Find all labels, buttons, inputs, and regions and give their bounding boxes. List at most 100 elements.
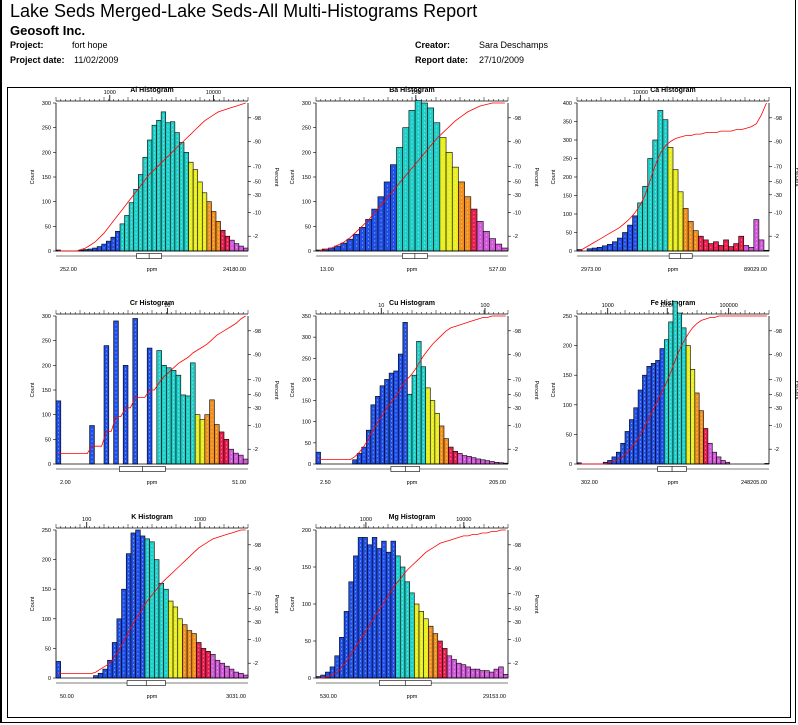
y-tick-label: 50	[566, 432, 572, 438]
cumulative-percent-line	[579, 315, 767, 465]
chart-title: K Histogram	[131, 514, 173, 521]
histogram-bar	[115, 230, 121, 252]
histogram-bar	[97, 672, 104, 679]
histogram-cu: Cu Histogram 10 100 0 50 100 150 200 250 300 350 Co…	[290, 300, 539, 486]
top-tick-label: 100	[82, 517, 91, 523]
cumulative-percent-line	[318, 315, 506, 461]
histogram-bar	[703, 239, 709, 252]
histogram-bar	[177, 618, 183, 679]
y-tick-label: 200	[563, 344, 572, 350]
cumulative-percent-line	[579, 102, 767, 252]
y-tick-label: 0	[308, 676, 311, 682]
histogram-bar	[423, 618, 429, 679]
percent-tick-label: -2	[513, 447, 518, 453]
x-min-label: 252.00	[60, 267, 77, 273]
histogram-bar	[346, 238, 354, 252]
histogram-bar	[385, 551, 392, 679]
chart-title: Cr Histogram	[130, 300, 174, 307]
cumulative-percent-line	[58, 529, 246, 674]
percent-axis-label: Percent	[794, 381, 798, 400]
histogram-bar	[243, 247, 249, 252]
charts-frame	[7, 87, 791, 718]
histogram-bar	[743, 245, 750, 252]
percent-tick-label: -70	[253, 165, 261, 171]
report-title: Lake Seds Merged-Lake Seds-All Multi-His…	[10, 1, 478, 21]
y-tick-label: 200	[42, 150, 51, 156]
y-tick-label: 150	[42, 388, 51, 394]
y-tick-label: 0	[48, 249, 51, 255]
y-tick-label: 400	[563, 101, 572, 107]
percent-tick-label: -98	[253, 329, 261, 335]
percent-axis-label: Percent	[273, 381, 279, 400]
histogram-bar	[343, 611, 350, 679]
y-tick-label: 200	[302, 528, 311, 534]
percent-tick-label: -90	[253, 566, 261, 572]
percent-tick-label: -98	[513, 116, 521, 122]
histogram-bar	[383, 181, 391, 252]
x-min-label: 530.00	[320, 694, 337, 700]
x-min-label: 13.00	[320, 267, 334, 273]
percent-tick-label: -70	[513, 592, 521, 598]
y-axis-label: Count	[30, 169, 36, 184]
y-tick-label: 300	[42, 314, 51, 320]
histogram-bar	[647, 158, 654, 252]
histogram-bar	[728, 246, 734, 252]
y-tick-label: 50	[566, 231, 572, 237]
y-tick-label: 250	[302, 126, 311, 132]
y-tick-label: 300	[563, 138, 572, 144]
x-max-label: 51.00	[232, 480, 246, 486]
percent-tick-label: -98	[513, 543, 521, 549]
x-max-label: 89029.00	[744, 267, 767, 273]
percent-tick-label: -2	[513, 661, 518, 667]
y-tick-label: 50	[45, 437, 51, 443]
y-tick-label: 50	[305, 441, 311, 447]
chart-title: Cu Histogram	[389, 300, 435, 307]
histogram-bar	[146, 347, 153, 465]
histogram-bar	[185, 395, 191, 465]
histogram-bar	[617, 237, 623, 252]
project-label: Project:	[10, 40, 44, 50]
x-axis-label: ppm	[668, 480, 679, 486]
x-axis-label: ppm	[407, 694, 418, 700]
histogram-bar	[135, 529, 141, 679]
percent-tick-label: -2	[774, 447, 779, 453]
percent-tick-label: -70	[774, 378, 782, 384]
project-date-row: Project date: 11/02/2009	[10, 55, 118, 65]
histogram-bar	[663, 339, 669, 465]
histogram-bar	[432, 633, 439, 679]
y-tick-label: 250	[563, 314, 572, 320]
histogram-bar	[144, 538, 150, 679]
histogram-bar	[501, 247, 509, 252]
x-min-label: 2973.00	[581, 267, 601, 273]
histogram-bar	[420, 102, 428, 252]
percent-tick-label: -50	[513, 392, 521, 398]
y-tick-label: 0	[569, 462, 572, 468]
top-tick-label: 10000	[456, 517, 471, 523]
percent-tick-label: -90	[774, 139, 782, 145]
histogram-bar	[199, 419, 206, 465]
percent-tick-label: -70	[253, 378, 261, 384]
percent-tick-label: -70	[774, 165, 782, 171]
chart-title: Ba Histogram	[389, 87, 435, 94]
histogram-bar	[758, 239, 765, 252]
y-tick-label: 350	[563, 120, 572, 126]
percent-tick-label: -2	[253, 661, 258, 667]
percent-tick-label: -98	[774, 329, 782, 335]
y-tick-label: 200	[302, 150, 311, 156]
histogram-ba: Ba Histogram100050100150200250300Count-9…	[290, 87, 539, 273]
histogram-bar	[711, 451, 717, 465]
percent-tick-label: -50	[513, 606, 521, 612]
histogram-bar	[92, 247, 98, 252]
creator-value: Sara Deschamps	[479, 40, 549, 50]
histogram-bar	[629, 419, 635, 465]
y-tick-label: 300	[302, 101, 311, 107]
histogram-bar	[191, 633, 197, 679]
top-tick-label: 10000	[206, 90, 221, 96]
y-tick-label: 250	[563, 157, 572, 163]
y-tick-label: 0	[48, 676, 51, 682]
x-axis-label: ppm	[147, 480, 158, 486]
percent-tick-label: -2	[774, 234, 779, 240]
percent-tick-label: -2	[253, 447, 258, 453]
percent-tick-label: -30	[513, 406, 521, 412]
percent-tick-label: -98	[253, 543, 261, 549]
